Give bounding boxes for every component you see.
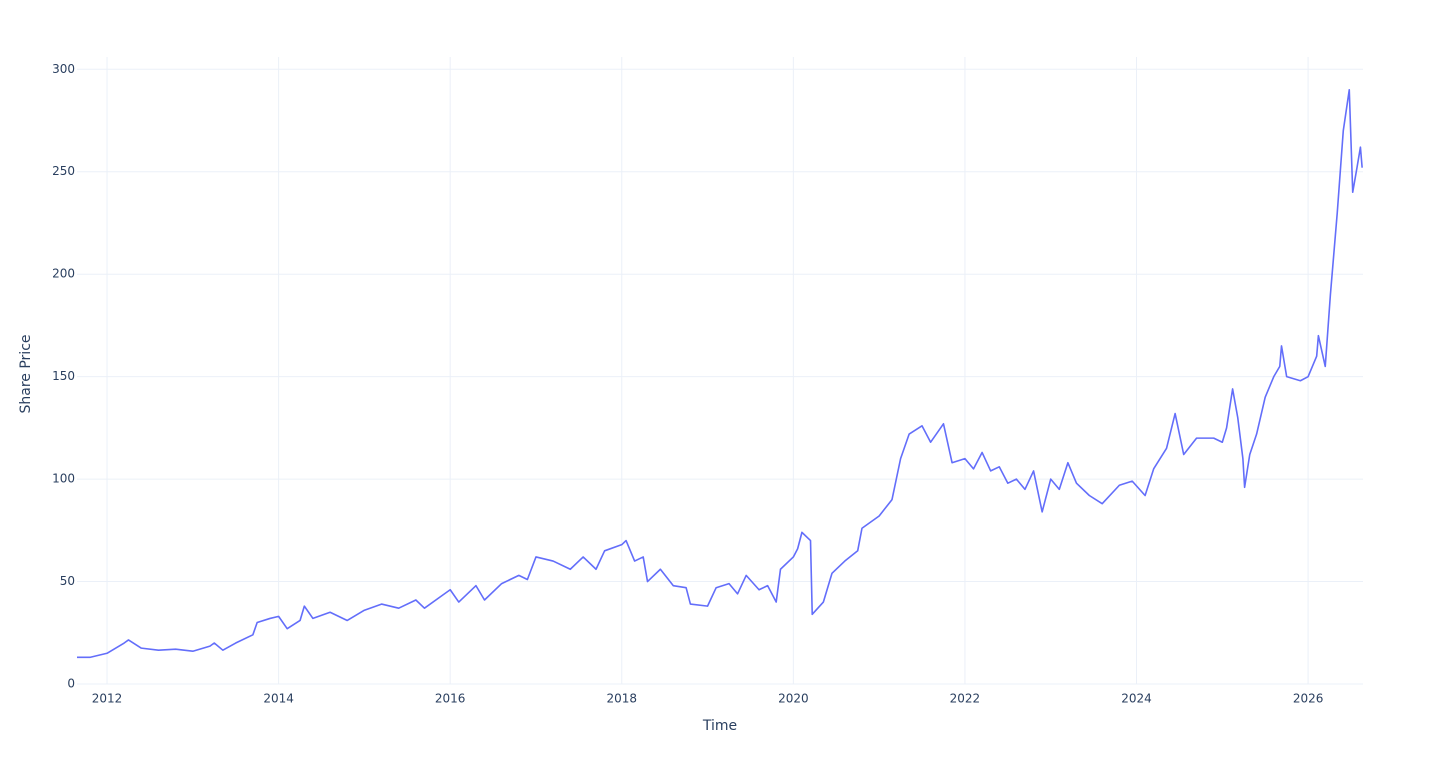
price-line (77, 88, 1363, 659)
y-tick-label: 100 (52, 472, 75, 486)
x-tick-label: 2020 (778, 692, 809, 706)
y-tick-label: 250 (52, 164, 75, 178)
x-tick-label: 2012 (92, 692, 123, 706)
x-tick-label: 2018 (606, 692, 637, 706)
y-tick-label: 50 (60, 574, 75, 588)
y-tick-label: 200 (52, 267, 75, 281)
y-tick-label: 0 (67, 677, 75, 691)
x-tick-label: 2024 (1121, 692, 1152, 706)
x-tick-label: 2014 (263, 692, 294, 706)
x-tick-label: 2022 (950, 692, 981, 706)
y-tick-label: 300 (52, 62, 75, 76)
y-axis-title: Share Price (18, 334, 34, 413)
x-axis-title: Time (702, 718, 737, 734)
x-tick-label: 2026 (1293, 692, 1324, 706)
x-tick-label: 2016 (435, 692, 466, 706)
y-tick-label: 150 (52, 369, 75, 383)
